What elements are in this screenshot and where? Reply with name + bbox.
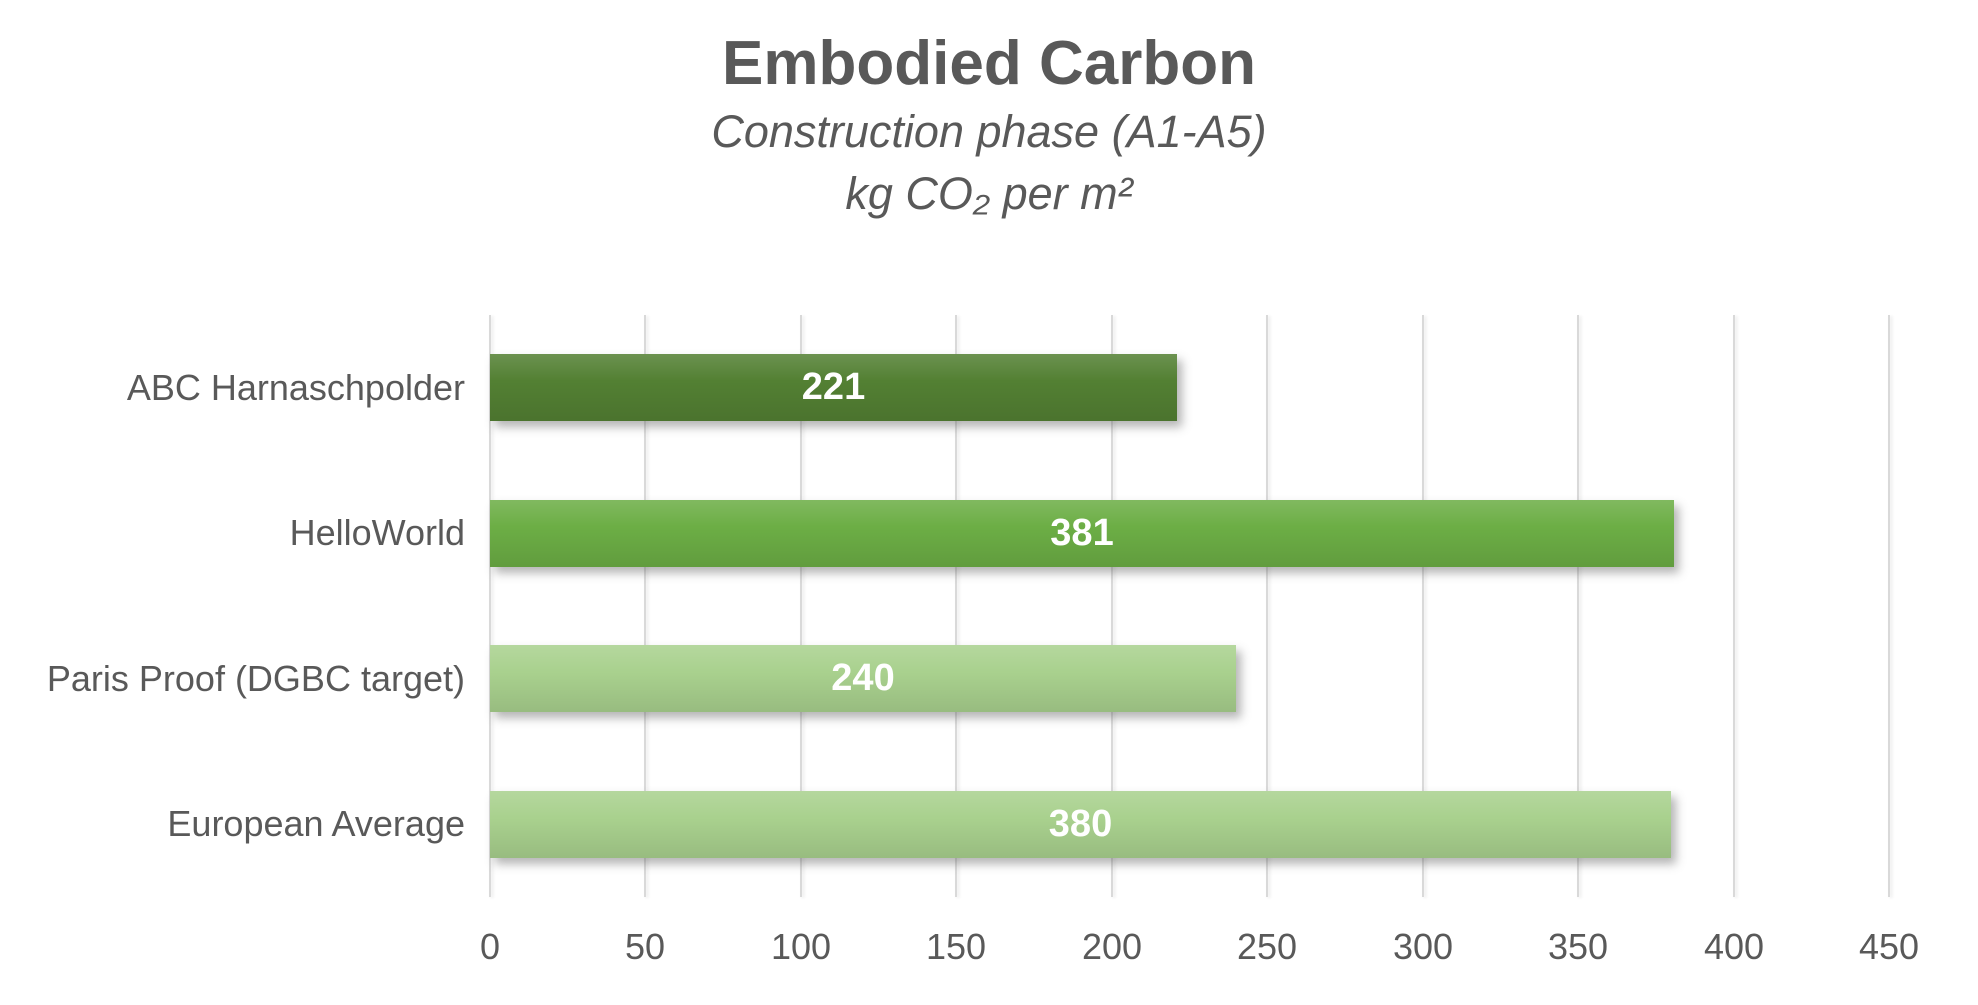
bar-value-label: 381 xyxy=(1050,512,1114,554)
gridline-x-0 xyxy=(489,315,491,897)
gridline-x-350 xyxy=(1577,315,1579,897)
x-tick-label-200: 200 xyxy=(1081,926,1143,967)
x-tick-label-300: 300 xyxy=(1392,926,1454,967)
gridline-x-400 xyxy=(1733,315,1735,897)
category-label-paris-proof-dgbc-target-: Paris Proof (DGBC target) xyxy=(46,658,465,699)
x-tick-label-250: 250 xyxy=(1236,926,1298,967)
gridline-x-150 xyxy=(955,315,957,897)
bar-european-average: 380 xyxy=(490,791,1671,858)
bar-value-label: 221 xyxy=(801,366,866,408)
x-tick-label-50: 50 xyxy=(624,926,666,967)
gridline-x-100 xyxy=(800,315,802,897)
x-tick-label-400: 400 xyxy=(1703,926,1765,967)
chart-subtitle-phase: Construction phase (A1-A5) xyxy=(711,106,1267,157)
category-label-helloworld: HelloWorld xyxy=(289,512,465,553)
gridline-x-50 xyxy=(644,315,646,897)
x-tick-label-150: 150 xyxy=(925,926,987,967)
category-label-abc-harnaschpolder: ABC Harnaschpolder xyxy=(126,367,465,408)
x-tick-label-350: 350 xyxy=(1547,926,1609,967)
bar-helloworld: 381 xyxy=(490,500,1674,567)
gridline-x-200 xyxy=(1111,315,1113,897)
bar-abc-harnaschpolder: 221 xyxy=(490,354,1177,421)
bar-value-label: 240 xyxy=(831,657,895,699)
x-tick-label-100: 100 xyxy=(770,926,832,967)
chart-title: Embodied Carbon xyxy=(722,29,1256,98)
x-tick-label-450: 450 xyxy=(1858,926,1920,967)
x-tick-label-0: 0 xyxy=(479,926,501,967)
category-label-european-average: European Average xyxy=(167,803,465,844)
plot-area: 221 381 240 380 xyxy=(489,315,1890,897)
gridline-x-300 xyxy=(1422,315,1424,897)
chart-subtitle-units: kg CO₂ per m² xyxy=(845,168,1133,219)
bar-paris-proof-dgbc-target-: 240 xyxy=(490,645,1236,712)
gridline-x-450 xyxy=(1888,315,1890,897)
bar-value-label: 380 xyxy=(1048,803,1113,845)
gridline-x-250 xyxy=(1266,315,1268,897)
